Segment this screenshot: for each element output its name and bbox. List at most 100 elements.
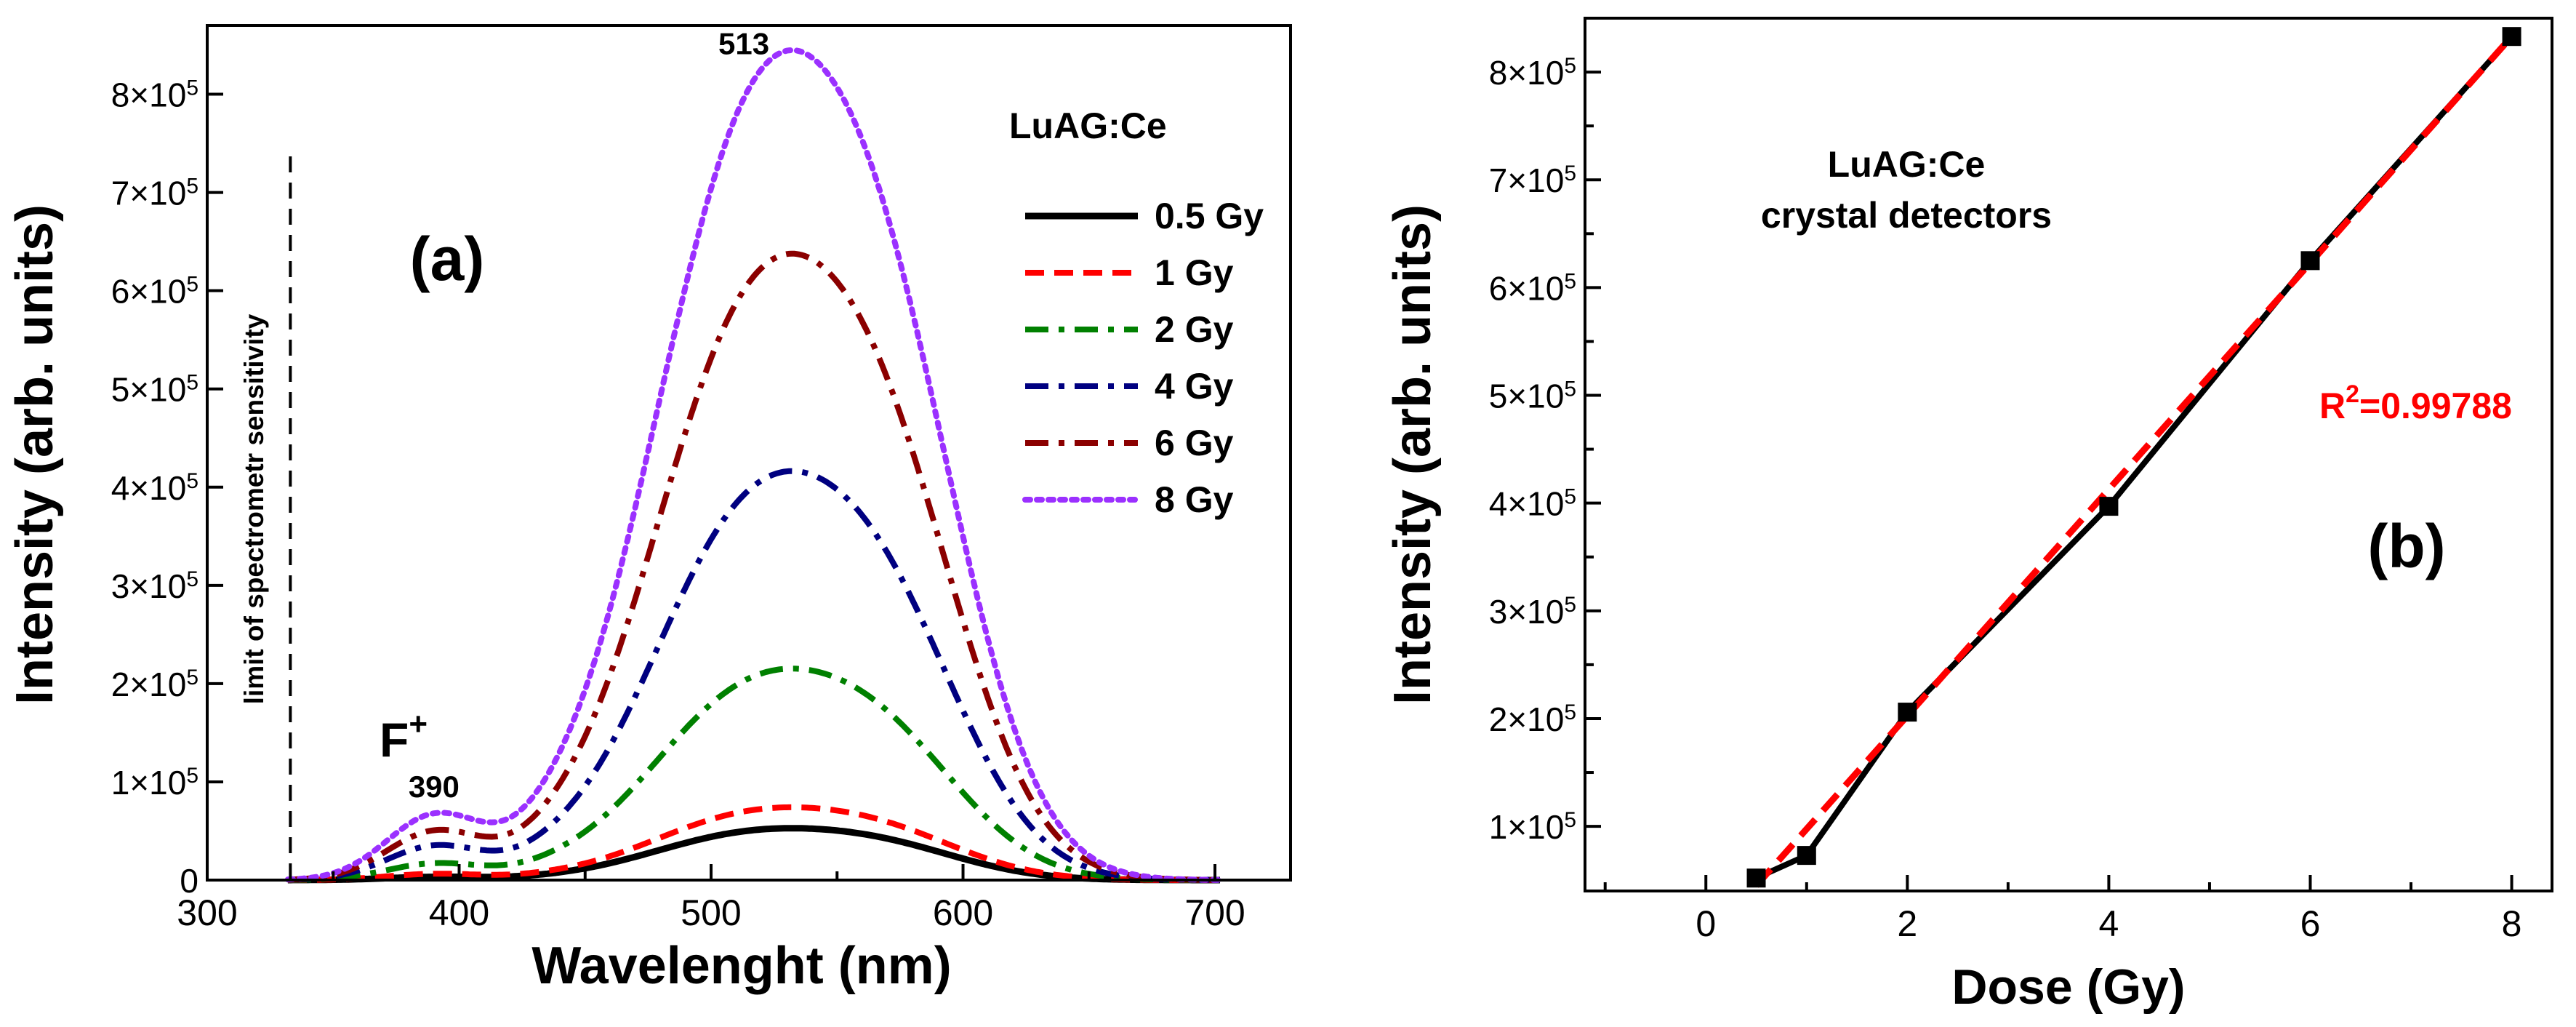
y-tick-label-exponent: 5 [1564,269,1576,293]
spectrum-curve-1 [287,804,1220,883]
panel-a-curves [284,47,1223,884]
y-tick-label-exponent: 5 [1564,377,1576,401]
y-tick-label: 7×105 [111,175,198,212]
panel-b-y-axis-label: Intensity (arb. units) [1384,204,1442,705]
data-point-1 [1797,846,1816,866]
y-tick-label-exponent: 5 [1564,593,1576,617]
y-tick-label-exponent: 5 [1564,161,1576,185]
legend-label-1: 1 Gy [1155,252,1234,293]
panel-a: 300 400 500 600 700 01×1052×1053×1054×1055×1… [6,24,1292,995]
y-tick-label: 2×105 [111,666,198,703]
y-tick-label: 7×105 [1489,161,1576,199]
x-tick-label: 400 [429,892,489,933]
panel-a-x-axis-label: Wavelenght (nm) [531,937,951,995]
y-tick-label: 8×105 [111,76,198,114]
y-tick-label-mantissa: 3×10 [1489,593,1565,631]
panel-b-frame [1584,17,2553,892]
y-tick-label-mantissa: 5×10 [111,371,187,409]
y-tick-label: 6×105 [1489,269,1576,307]
x-tick-label: 2 [1897,903,1917,944]
y-tick-label-exponent: 5 [1564,808,1576,832]
legend-label-3: 4 Gy [1155,366,1234,407]
y-tick-label-exponent: 5 [1564,700,1576,724]
y-tick-label-mantissa: 4×10 [111,469,187,507]
spectrum-curve-3 [287,468,1220,883]
y-tick-label: 0 [180,862,198,900]
y-tick-label-exponent: 5 [1564,54,1576,78]
panel-a-label: (a) [410,225,485,293]
y-tick-label: 6×105 [111,273,198,311]
panel-b-x-axis-label: Dose (Gy) [1951,959,2185,1015]
panel-b-title-line-2: crystal detectors [1761,195,2052,236]
main-peak-label: 513 [718,26,769,60]
x-tick-label: 8 [2502,903,2522,944]
y-tick-label-exponent: 5 [186,567,198,591]
y-tick-label: 2×105 [1489,700,1576,738]
x-tick-label: 500 [681,892,741,933]
x-tick-label: 300 [177,892,237,933]
y-tick-label-mantissa: 6×10 [111,273,187,311]
legend-label-2: 2 Gy [1155,309,1234,350]
y-tick-label-mantissa: 2×10 [111,666,187,703]
panel-a-y-ticks: 01×1052×1053×1054×1055×1056×1057×1058×10… [111,76,223,900]
fplus-label: F+ [380,706,428,767]
y-tick-label: 1×105 [111,764,198,802]
y-tick-label-exponent: 5 [186,273,198,297]
y-tick-label-mantissa: 2×10 [1489,700,1565,738]
uv-peak-label: 390 [409,770,460,804]
y-tick-label-exponent: 5 [186,666,198,690]
legend-label-4: 6 Gy [1155,423,1234,463]
y-tick-label-mantissa: 7×10 [111,175,187,212]
data-point-5 [2502,27,2521,47]
x-tick-label: 600 [933,892,993,933]
y-tick-label-mantissa: 7×10 [1489,161,1565,199]
y-tick-label: 3×105 [1489,593,1576,631]
panel-b-label: (b) [2367,512,2445,580]
sensitivity-limit-text: limit of spectrometr sensitivity [239,313,269,704]
spectrum-curve-4 [287,250,1220,883]
y-tick-label-exponent: 5 [186,764,198,788]
panel-b-x-ticks: 0 2 4 6 8 [1603,875,2522,944]
x-tick-label: 700 [1184,892,1245,933]
y-tick-label-exponent: 5 [186,371,198,395]
x-tick-label: 0 [1696,903,1716,944]
panel-a-y-axis-label: Intensity (arb. units) [6,204,64,705]
x-tick-label: 6 [2300,903,2321,944]
y-tick-label-exponent: 5 [186,76,198,100]
y-tick-label-mantissa: 8×10 [1489,54,1565,92]
panel-b-title-line-1: LuAG:Ce [1828,144,1986,185]
y-tick-label: 4×105 [111,469,198,507]
panel-a-frame [206,24,1292,882]
y-tick-label: 8×105 [1489,54,1576,92]
y-tick-label-exponent: 5 [186,469,198,493]
y-tick-label: 5×105 [1489,377,1576,415]
data-point-2 [1898,703,1917,722]
legend: 0.5 Gy 1 Gy 2 Gy 4 Gy 6 Gy 8 Gy [1022,196,1264,520]
data-point-4 [2300,251,2320,271]
y-tick-label-mantissa: 3×10 [111,567,187,605]
data-points [1746,27,2521,888]
y-tick-label-mantissa: 1×10 [1489,808,1565,846]
data-point-0 [1746,868,1766,888]
y-tick-label: 1×105 [1489,808,1576,846]
legend-title: LuAG:Ce [1009,105,1167,146]
spectrum-curve-2 [287,666,1220,883]
spectrum-curve-5 [284,47,1223,883]
y-tick-label-mantissa: 8×10 [111,76,187,114]
r-squared-label: R2=0.99788 [2319,380,2512,426]
y-tick-label: 3×105 [111,567,198,605]
linear-fit-line [1754,34,2514,888]
y-tick-label-mantissa: 4×10 [1489,485,1565,523]
y-tick-label-mantissa: 5×10 [1489,377,1565,415]
spectrum-curve-0 [287,825,1220,884]
y-tick-label-exponent: 5 [1564,485,1576,509]
y-tick-label-mantissa: 1×10 [111,764,187,802]
legend-label-0: 0.5 Gy [1155,196,1264,236]
x-tick-label: 4 [2099,903,2119,944]
y-tick-label-mantissa: 0 [180,862,198,900]
y-tick-label: 4×105 [1489,485,1576,523]
